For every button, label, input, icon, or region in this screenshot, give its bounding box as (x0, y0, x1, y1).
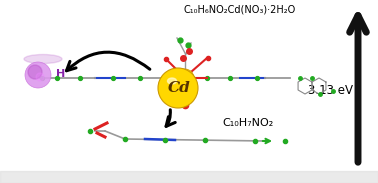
Text: C₁₀H₇NO₂: C₁₀H₇NO₂ (222, 118, 274, 128)
Ellipse shape (24, 55, 62, 64)
Text: 3.13 eV: 3.13 eV (308, 83, 353, 96)
Text: C₁₀H₆NO₂Cd(NO₃)·2H₂O: C₁₀H₆NO₂Cd(NO₃)·2H₂O (184, 4, 296, 14)
Circle shape (28, 65, 42, 79)
Circle shape (158, 68, 198, 108)
Circle shape (176, 69, 194, 87)
Bar (0, 171, 378, 183)
Ellipse shape (167, 78, 177, 84)
Circle shape (25, 62, 51, 88)
Circle shape (36, 73, 44, 81)
Text: H: H (56, 69, 65, 79)
Text: Cd: Cd (167, 81, 191, 95)
